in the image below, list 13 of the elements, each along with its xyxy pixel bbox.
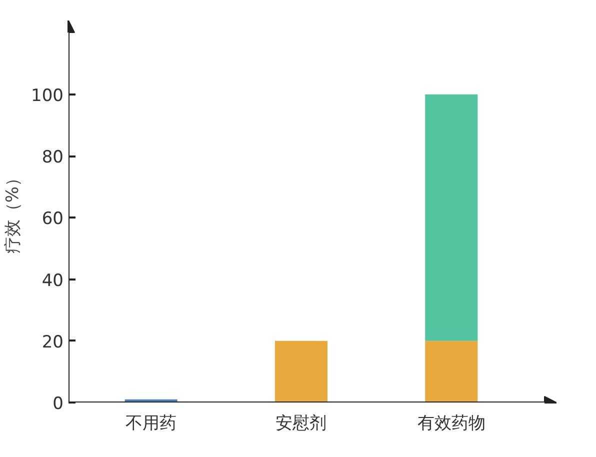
y-tick-label: 40 (42, 270, 64, 291)
bar (425, 340, 478, 402)
y-tick-label: 20 (42, 332, 64, 352)
bar (425, 94, 478, 341)
x-tick-label: 有效药物 (417, 414, 486, 434)
x-tick-label: 不用药 (126, 414, 177, 434)
x-tick-label: 安慰剂 (276, 414, 327, 434)
y-axis-title: 疗效（%） (3, 169, 24, 254)
y-tick-label: 0 (52, 394, 64, 414)
bar (274, 340, 328, 402)
y-tick-label: 80 (42, 148, 64, 168)
y-tick-label: 100 (31, 86, 64, 106)
y-tick-label: 60 (42, 209, 64, 230)
